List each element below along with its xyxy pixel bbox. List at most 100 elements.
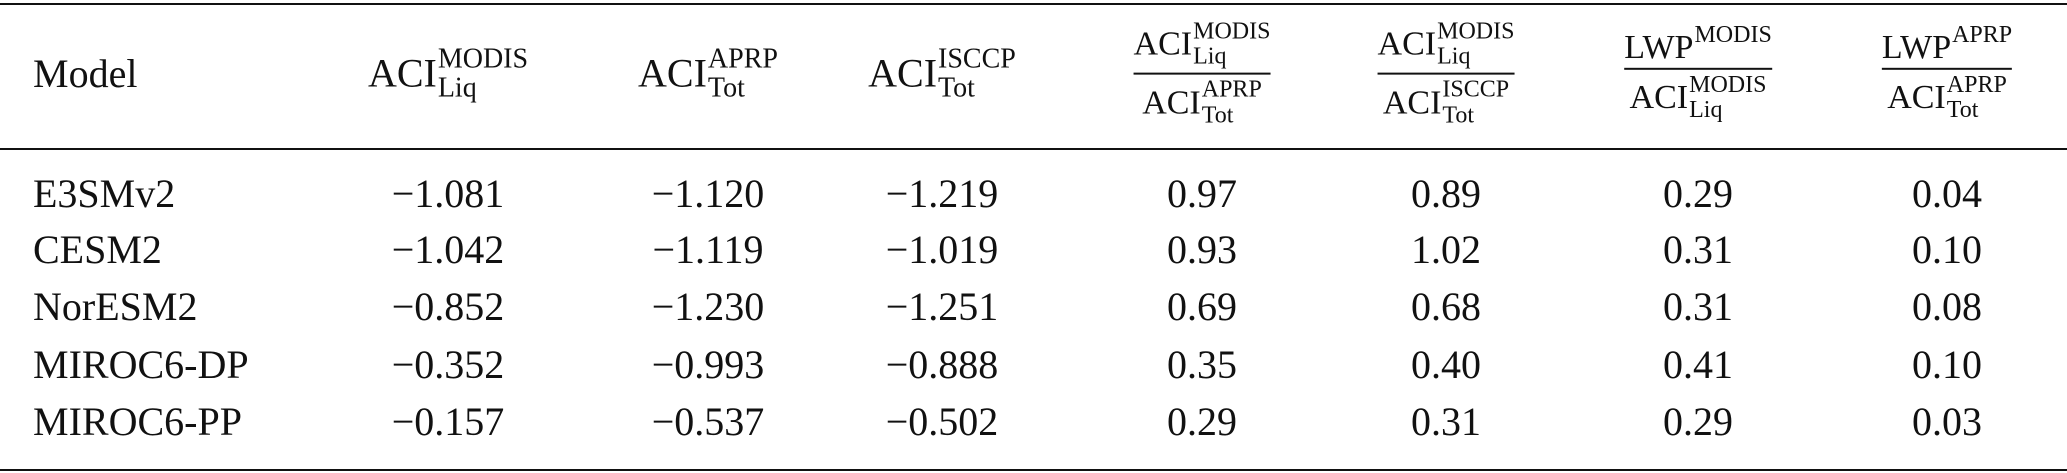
table-cell: −1.042 xyxy=(391,227,505,272)
scripts: ISCCP Tot xyxy=(1442,77,1509,129)
table-cell: 0.10 xyxy=(1912,342,1982,387)
math-term: ACI APRP Tot xyxy=(1142,77,1262,129)
scripts: MODIS Liq xyxy=(1689,71,1767,123)
math-term: ACI ISCCP Tot xyxy=(1383,77,1509,129)
math-term: ACI MODIS Liq xyxy=(1133,18,1271,70)
row-label: NorESM2 xyxy=(33,284,198,329)
subscript: Tot xyxy=(707,73,745,104)
table-cell: 1.02 xyxy=(1411,227,1481,272)
term-base: ACI xyxy=(638,51,707,96)
row-label: CESM2 xyxy=(33,227,162,272)
scripts: APRP Tot xyxy=(707,44,778,104)
math-term: ACI MODIS Liq xyxy=(1377,18,1515,70)
table-cell: 0.97 xyxy=(1167,171,1237,216)
fraction: ACI MODIS Liq ACI APRP Tot xyxy=(1133,18,1271,129)
scripts: APRP Tot xyxy=(1946,72,2007,123)
scripts: MODIS Liq xyxy=(1437,18,1515,70)
table-cell: −1.119 xyxy=(652,227,764,272)
table-cell: −1.019 xyxy=(885,227,999,272)
fraction-bar xyxy=(1377,73,1515,75)
table-cell: −0.502 xyxy=(885,399,999,444)
term-base: LWP xyxy=(1624,28,1694,66)
term-base: ACI xyxy=(1142,84,1201,122)
superscript: APRP xyxy=(1952,22,2013,49)
scripts: MODIS Liq xyxy=(437,43,529,104)
scripts: MODIS Liq xyxy=(1193,18,1271,70)
term-base: ACI xyxy=(1887,79,1946,116)
subscript: Tot xyxy=(1201,102,1234,129)
header-cell: ACI MODIS Liq ACI ISCCP Tot xyxy=(1377,18,1515,129)
table-cell: 0.93 xyxy=(1167,227,1237,272)
term-base: ACI xyxy=(868,51,938,96)
header-cell: ACI MODIS Liq ACI APRP Tot xyxy=(1133,18,1271,129)
fraction-bar xyxy=(1624,67,1772,70)
top-rule xyxy=(0,3,2067,5)
table-cell: −0.993 xyxy=(651,342,765,387)
term-base: ACI xyxy=(1377,25,1437,63)
table-cell: 0.31 xyxy=(1411,399,1481,444)
header-cell: ACI APRP Tot xyxy=(638,44,778,104)
subscript: Tot xyxy=(1442,102,1475,129)
superscript: MODIS xyxy=(1689,71,1767,98)
header-cell: ACI MODIS Liq xyxy=(367,43,529,104)
term-base: ACI xyxy=(1133,25,1193,63)
math-term: ACI MODIS Liq xyxy=(1629,71,1767,123)
table-cell: −0.888 xyxy=(885,342,999,387)
table-cell: −1.251 xyxy=(885,284,999,329)
subscript: Liq xyxy=(437,73,477,104)
table-cell: 0.29 xyxy=(1663,171,1733,216)
row-label: E3SMv2 xyxy=(33,171,176,216)
subscript: Liq xyxy=(1193,43,1227,70)
table-cell: 0.08 xyxy=(1912,284,1982,329)
table-cell: 0.89 xyxy=(1411,171,1481,216)
scripts: APRP xyxy=(1952,23,2012,48)
fraction: LWP MODIS ACI MODIS Liq xyxy=(1624,23,1772,123)
table-cell: 0.41 xyxy=(1663,342,1733,387)
math-term: ACI ISCCP Tot xyxy=(868,43,1016,103)
table-cell: 0.31 xyxy=(1663,284,1733,329)
math-term: LWP APRP xyxy=(1881,23,2012,66)
superscript: MODIS xyxy=(1437,18,1515,45)
table-cell: −1.230 xyxy=(651,284,765,329)
table-cell: 0.69 xyxy=(1167,284,1237,329)
table-cell: 0.29 xyxy=(1663,399,1733,444)
superscript: ISCCP xyxy=(938,43,1016,75)
header-rule xyxy=(0,148,2067,150)
table-cell: −0.852 xyxy=(391,284,505,329)
table-cell: 0.31 xyxy=(1663,227,1733,272)
table-cell: 0.03 xyxy=(1912,399,1982,444)
header-cell: Model xyxy=(33,51,138,96)
table-cell: 0.35 xyxy=(1167,342,1237,387)
term-base: ACI xyxy=(367,51,437,96)
table-cell: 0.40 xyxy=(1411,342,1481,387)
table-cell: 0.29 xyxy=(1167,399,1237,444)
superscript: MODIS xyxy=(437,43,529,75)
header-cell: ACI ISCCP Tot xyxy=(868,43,1016,103)
table-cell: −0.537 xyxy=(651,399,765,444)
subscript: Tot xyxy=(1946,97,1979,123)
math-term: ACI APRP Tot xyxy=(1887,72,2007,123)
math-term: LWP MODIS xyxy=(1624,23,1772,66)
header-cell: LWP MODIS ACI MODIS Liq xyxy=(1624,23,1772,123)
term-base: LWP xyxy=(1881,28,1952,66)
superscript: APRP xyxy=(1201,77,1262,103)
math-term: ACI APRP Tot xyxy=(638,44,778,104)
subscript: Liq xyxy=(1437,43,1471,70)
table-cell: −0.157 xyxy=(391,399,505,444)
superscript: MODIS xyxy=(1193,18,1271,45)
table-cell: −1.219 xyxy=(885,171,999,216)
fraction-bar xyxy=(1133,73,1271,75)
fraction: ACI MODIS Liq ACI ISCCP Tot xyxy=(1377,18,1515,129)
bottom-rule xyxy=(0,469,2067,471)
fraction: LWP APRP ACI APRP Tot xyxy=(1881,23,2013,123)
fraction-bar xyxy=(1881,67,2013,70)
scripts: ISCCP Tot xyxy=(938,43,1016,103)
subscript: Liq xyxy=(1689,97,1723,123)
table-cell: −0.352 xyxy=(391,342,505,387)
scripts: MODIS xyxy=(1694,23,1771,48)
table-cell: 0.68 xyxy=(1411,284,1481,329)
table-cell: 0.10 xyxy=(1912,227,1982,272)
term-base: ACI xyxy=(1629,79,1689,116)
superscript: MODIS xyxy=(1694,22,1772,49)
